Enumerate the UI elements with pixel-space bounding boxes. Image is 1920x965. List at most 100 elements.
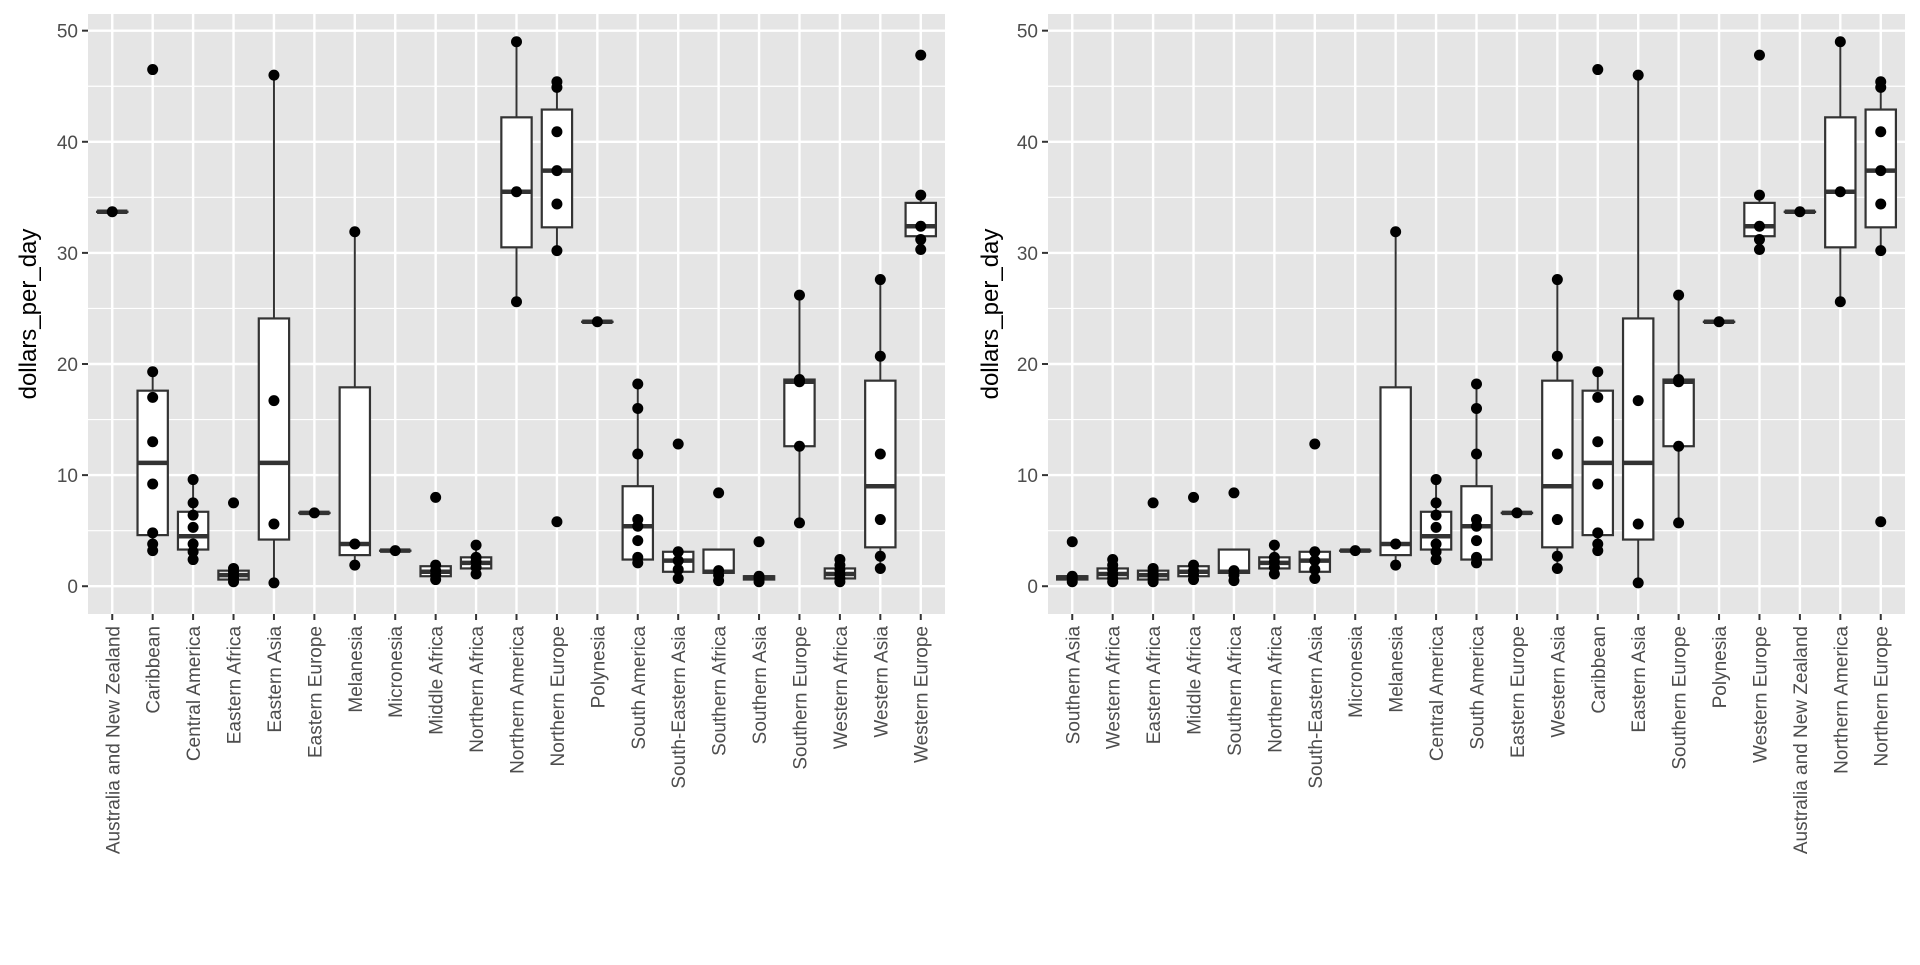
x-tick-label: Southern Africa	[1225, 626, 1246, 756]
data-point	[875, 563, 886, 574]
x-tick-label: Northern Africa	[1265, 626, 1286, 753]
data-point	[1794, 206, 1805, 217]
data-point	[875, 274, 886, 285]
data-point	[875, 351, 886, 362]
x-tick-label: South-Eastern Asia	[1306, 626, 1327, 789]
data-point	[1633, 577, 1644, 588]
box	[1825, 117, 1855, 247]
data-point	[713, 487, 724, 498]
y-tick-label: 20	[57, 355, 78, 376]
data-point	[834, 576, 845, 587]
data-point	[188, 554, 199, 565]
data-point	[390, 545, 401, 556]
data-point	[1875, 82, 1886, 93]
y-tick-label: 0	[67, 577, 78, 598]
data-point	[188, 497, 199, 508]
data-point	[188, 522, 199, 533]
y-tick-label: 0	[1027, 577, 1038, 598]
data-point	[309, 507, 320, 518]
data-point	[1875, 516, 1886, 527]
y-tick-label: 40	[57, 133, 78, 154]
data-point	[1228, 487, 1239, 498]
data-point	[1228, 575, 1239, 586]
y-tick-label: 50	[1017, 22, 1038, 43]
data-point	[551, 199, 562, 210]
box	[1623, 318, 1653, 539]
data-point	[1067, 576, 1078, 587]
data-point	[1592, 436, 1603, 447]
x-tick-label: Southern Europe	[1670, 626, 1691, 770]
x-tick-label: South America	[1468, 626, 1489, 750]
x-tick-label: Northern America	[508, 626, 529, 774]
data-point	[1552, 351, 1563, 362]
data-point	[1754, 244, 1765, 255]
data-point	[632, 521, 643, 532]
data-point	[1714, 316, 1725, 327]
x-tick-label: Southern Asia	[750, 626, 771, 745]
data-point	[632, 379, 643, 390]
data-point	[1431, 474, 1442, 485]
data-point	[349, 539, 360, 550]
data-point	[1673, 290, 1684, 301]
data-point	[1269, 569, 1280, 580]
data-point	[349, 560, 360, 571]
box	[340, 387, 370, 555]
data-point	[551, 126, 562, 137]
data-point	[1633, 395, 1644, 406]
data-point	[1067, 536, 1078, 547]
data-point	[1471, 403, 1482, 414]
data-point	[1511, 507, 1522, 518]
data-point	[1309, 573, 1320, 584]
data-point	[1431, 554, 1442, 565]
data-point	[1875, 126, 1886, 137]
data-point	[1592, 366, 1603, 377]
data-point	[632, 535, 643, 546]
data-point	[147, 64, 158, 75]
data-point	[915, 190, 926, 201]
data-point	[1552, 274, 1563, 285]
data-point	[268, 577, 279, 588]
data-point	[915, 50, 926, 61]
data-point	[471, 540, 482, 551]
data-point	[268, 519, 279, 530]
x-tick-label: Micronesia	[1346, 626, 1367, 718]
x-tick-label: Northern America	[1831, 626, 1852, 774]
data-point	[1552, 449, 1563, 460]
x-tick-label: Eastern Africa	[225, 626, 246, 745]
data-point	[511, 186, 522, 197]
y-tick-label: 10	[1017, 466, 1038, 487]
y-axis-title-left: dollars_per_day	[15, 229, 42, 400]
data-point	[1592, 479, 1603, 490]
data-point	[228, 497, 239, 508]
data-point	[511, 296, 522, 307]
data-point	[915, 234, 926, 245]
data-point	[147, 392, 158, 403]
data-point	[1673, 441, 1684, 452]
x-tick-label: Western Europe	[912, 626, 933, 763]
x-tick-label: South-Eastern Asia	[669, 626, 690, 789]
x-tick-label: Melanesia	[1387, 626, 1408, 713]
data-point	[471, 569, 482, 580]
data-point	[794, 517, 805, 528]
data-point	[551, 82, 562, 93]
x-tick-label: Caribbean	[144, 626, 165, 714]
data-point	[188, 510, 199, 521]
data-point	[268, 70, 279, 81]
data-point	[349, 226, 360, 237]
data-point	[1592, 64, 1603, 75]
data-point	[1875, 245, 1886, 256]
x-tick-label: Micronesia	[386, 626, 407, 718]
data-point	[632, 557, 643, 568]
data-point	[1350, 545, 1361, 556]
y-tick-label: 20	[1017, 355, 1038, 376]
x-tick-label: Western Asia	[871, 626, 892, 738]
data-point	[147, 479, 158, 490]
data-point	[1309, 439, 1320, 450]
y-tick-label: 30	[57, 244, 78, 265]
data-point	[1754, 234, 1765, 245]
data-point	[551, 165, 562, 176]
y-tick-label: 30	[1017, 244, 1038, 265]
x-tick-label: Polynesia	[1710, 626, 1731, 709]
x-tick-label: Eastern Europe	[1508, 626, 1529, 758]
